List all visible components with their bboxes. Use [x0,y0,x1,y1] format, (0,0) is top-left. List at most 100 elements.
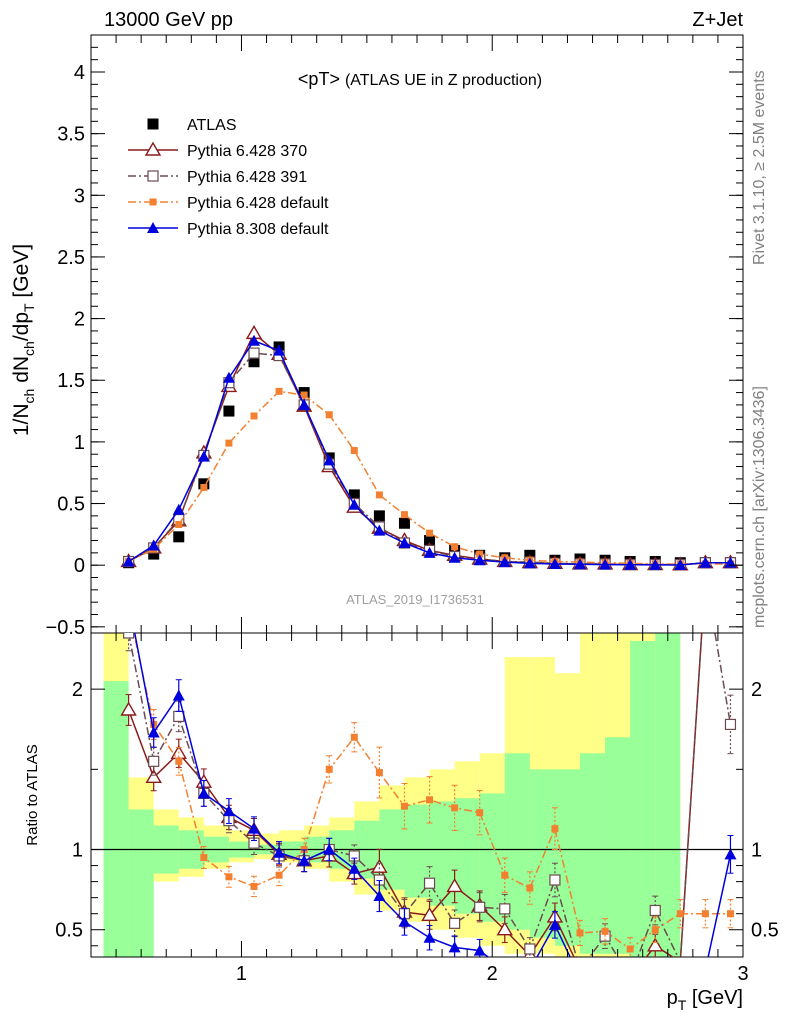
data-point [175,520,183,528]
ratio-point [501,871,509,879]
ratio-point [123,633,135,639]
ratio-point [496,921,513,936]
x-tick-label: 3 [737,963,748,985]
ratio-point [426,796,434,804]
ratio-point [576,929,584,937]
ratio-point [148,755,160,767]
ratio-point [473,944,486,956]
main-y-tick-label: 2 [74,309,85,331]
curves [120,324,739,957]
data-point [197,450,210,462]
data-point [674,558,687,570]
main-y-tick-label: 1.5 [57,370,85,392]
ratio-point [451,804,459,812]
data-point [173,531,185,543]
ratio-point [651,926,659,934]
ratio-point [726,910,734,918]
data-point [325,411,333,419]
ratio-point [448,941,461,953]
main-y-tick-label: 4 [74,62,85,84]
ratio-point [298,854,311,866]
data-point [248,356,260,368]
data-point [275,387,283,395]
legend-label: Pythia 8.308 default [187,221,329,238]
ratio-point [323,843,336,855]
ratio-point [350,733,358,741]
ratio-point [649,904,661,917]
legend-marker [147,222,159,233]
ratio-point [701,910,709,918]
ratio-point [375,769,383,777]
data-point [198,478,210,490]
y-axis-label: 1/Nch dNch/dpT [GeV] [10,244,37,436]
legend-marker [149,198,157,206]
legend-marker [147,118,159,130]
data-point [147,539,160,551]
ratio-point [225,873,233,881]
ratio-point [474,901,486,913]
legend-item-atlas: ATLAS [147,117,237,134]
plot-title-sub: (ATLAS UE in Z production) [345,72,542,89]
ratio-point [173,710,185,723]
ratio-point [348,862,361,874]
legend: ATLAS Pythia 6.428 370 Pythia 6.428 391 Pyt… [128,117,329,238]
data-point [649,558,662,570]
data-point [548,557,561,569]
ratio-point [626,945,634,953]
ratio-y-tick-label: 2 [72,679,83,701]
ratio-point [549,874,561,886]
main-y-tick-label: 1 [74,432,85,454]
data-point [298,398,311,410]
ratio-point [400,802,408,810]
data-point [448,551,461,563]
main-y-tick-label: 0.5 [57,494,85,516]
data-point [400,511,408,519]
rivet-version-label: Rivet 3.1.10, ≥ 2.5M events [751,70,768,265]
data-point [222,371,235,383]
ratio-point [647,937,664,952]
main-y-tick-label: −0.5 [46,617,85,639]
mcplots-label: mcplots.cern.ch [arXiv:1306.3436] [751,386,768,628]
ratio-point [273,846,286,858]
data-point [599,558,612,570]
legend-marker [147,170,159,182]
data-point [451,543,459,551]
ratio-y-tick-label-right: 0.5 [751,920,779,942]
ratio-point [676,910,684,918]
ratio-point [476,809,484,817]
data-point [699,556,712,568]
main-y-tick-label: 3 [74,185,85,207]
ratio-band-green [128,809,154,957]
main-y-tick-label: 3.5 [57,124,85,146]
plot-title: <pT> (ATLAS UE in Z production) [298,69,542,89]
data-point [225,439,233,447]
ratio-point [423,931,436,943]
ratio-point [449,917,461,929]
ratio-band-green [504,753,530,930]
data-point [624,558,637,570]
ratio-y-tick-label: 1 [72,840,83,862]
ratio-point [524,943,536,955]
ratio-y-axis-label: Ratio to ATLAS [24,744,41,845]
ratio-band-green [529,769,555,938]
ratio-band-green [103,681,129,957]
data-point [248,347,260,359]
ratio-y-tick-label-right: 2 [751,679,762,701]
data-point [373,524,386,536]
data-point [200,484,208,492]
legend-item-p370: Pythia 6.428 370 [128,141,307,160]
legend-item-p8def: Pythia 8.308 default [128,221,329,238]
ratio-point [275,871,283,879]
ratio-point [724,848,737,860]
data-point [424,535,436,547]
ratio-band-green [580,753,606,954]
ratio-band-green [454,798,480,914]
ratio-point [145,768,162,784]
ratio-y-tick-label: 0.5 [55,920,83,942]
data-point [473,554,486,566]
legend-label: Pythia 6.428 391 [187,169,307,186]
data-point [348,489,360,501]
ratio-point [526,884,534,892]
data-point [273,344,286,356]
